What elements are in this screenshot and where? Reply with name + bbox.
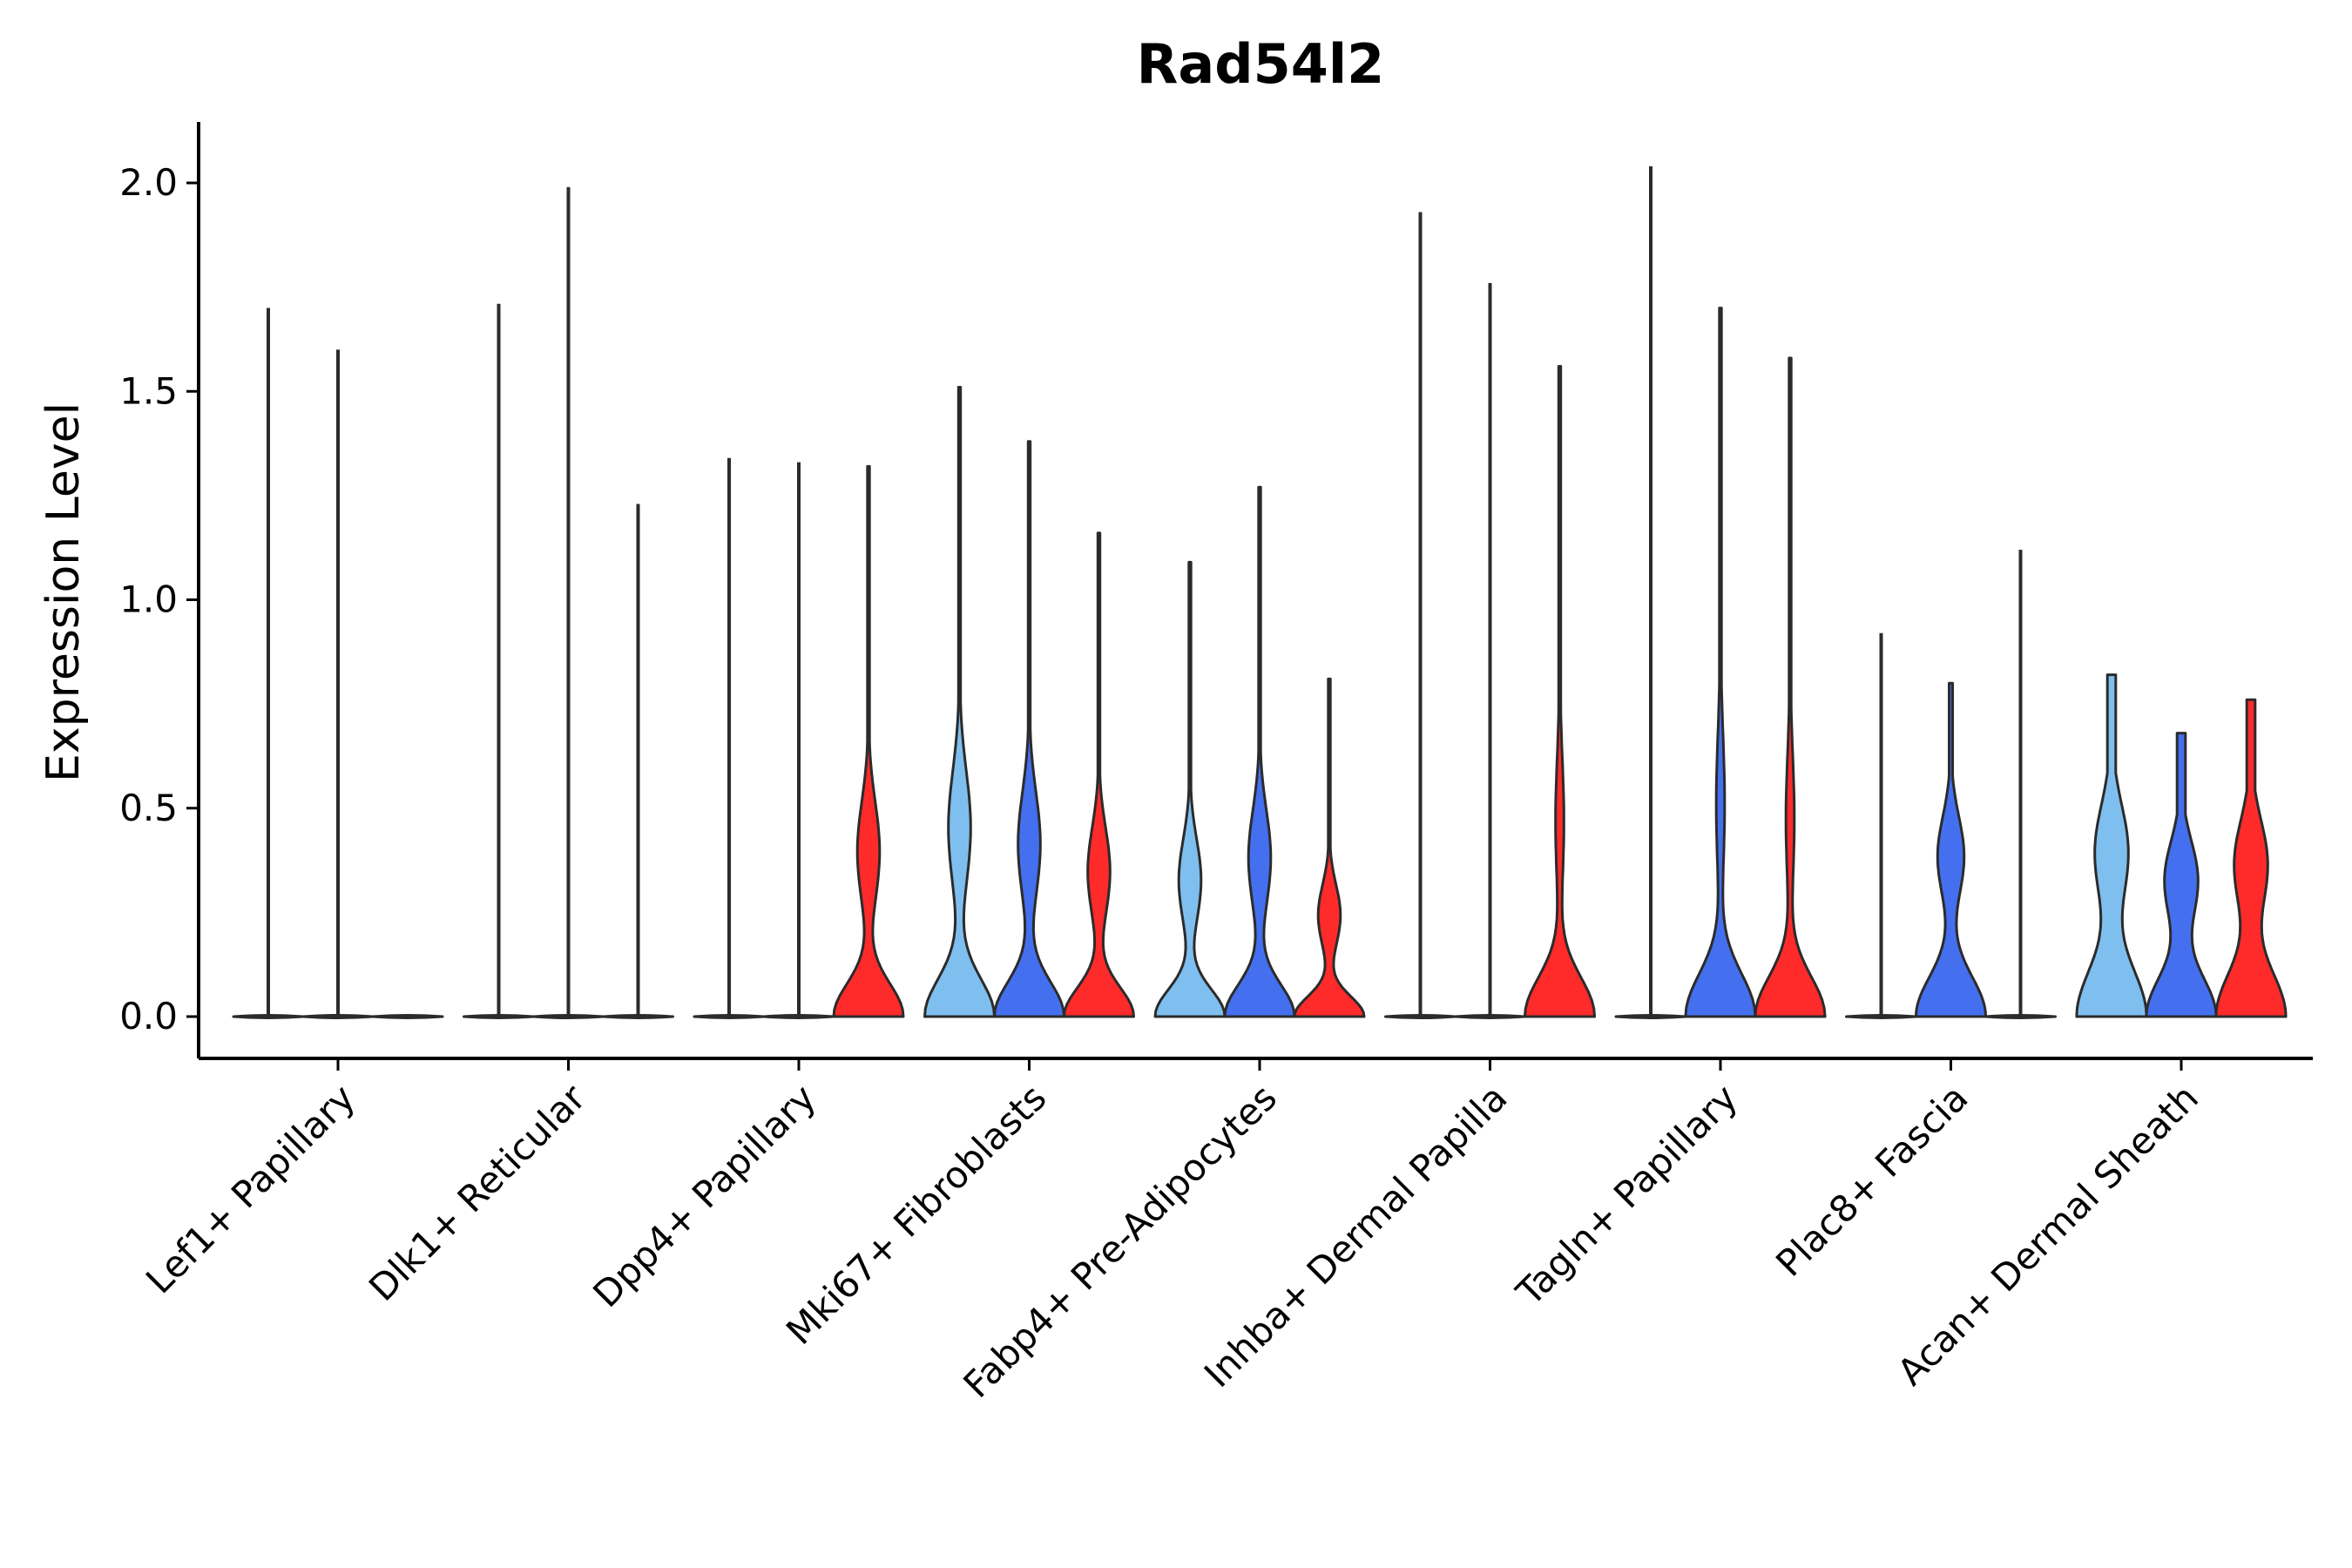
- x-tick-label: Lef1+ Papillary: [138, 1076, 363, 1301]
- x-tick-label: Dlk1+ Reticular: [361, 1076, 594, 1309]
- violin-3-0: [923, 386, 996, 1018]
- y-tick-label: 1.5: [119, 369, 178, 412]
- y-tick-label: 0.5: [119, 787, 178, 829]
- violin-3-2: [1063, 531, 1135, 1018]
- x-tick-label: Dpp4+ Papillary: [585, 1076, 824, 1315]
- violin-8-0: [2075, 673, 2148, 1018]
- violin-group: [232, 166, 2288, 1019]
- violin-6-2: [1754, 356, 1827, 1018]
- violin-4-0: [1153, 560, 1227, 1018]
- x-tick-label: Mki67+ Fibroblasts: [778, 1076, 1054, 1352]
- y-axis-label: Expression Level: [37, 402, 90, 782]
- violin-8-1: [2145, 732, 2218, 1018]
- violin-4-2: [1293, 677, 1366, 1018]
- violin-4-1: [1223, 485, 1296, 1018]
- y-tick-label: 2.0: [119, 161, 178, 204]
- x-tick-label: Tagln+ Papillary: [1508, 1076, 1746, 1314]
- violin-8-2: [2214, 698, 2288, 1018]
- x-tick-label: Plac8+ Fascia: [1767, 1076, 1976, 1284]
- y-tick-label: 0.0: [119, 995, 178, 1037]
- violin-0-2: [371, 1014, 444, 1019]
- violin-6-1: [1684, 307, 1757, 1018]
- chart-title: Rad54l2: [1137, 32, 1385, 96]
- violin-7-1: [1915, 681, 1987, 1018]
- y-tick-label: 1.0: [119, 578, 178, 621]
- violin-5-2: [1523, 365, 1597, 1018]
- violin-2-2: [832, 464, 905, 1018]
- violin-3-1: [993, 440, 1065, 1018]
